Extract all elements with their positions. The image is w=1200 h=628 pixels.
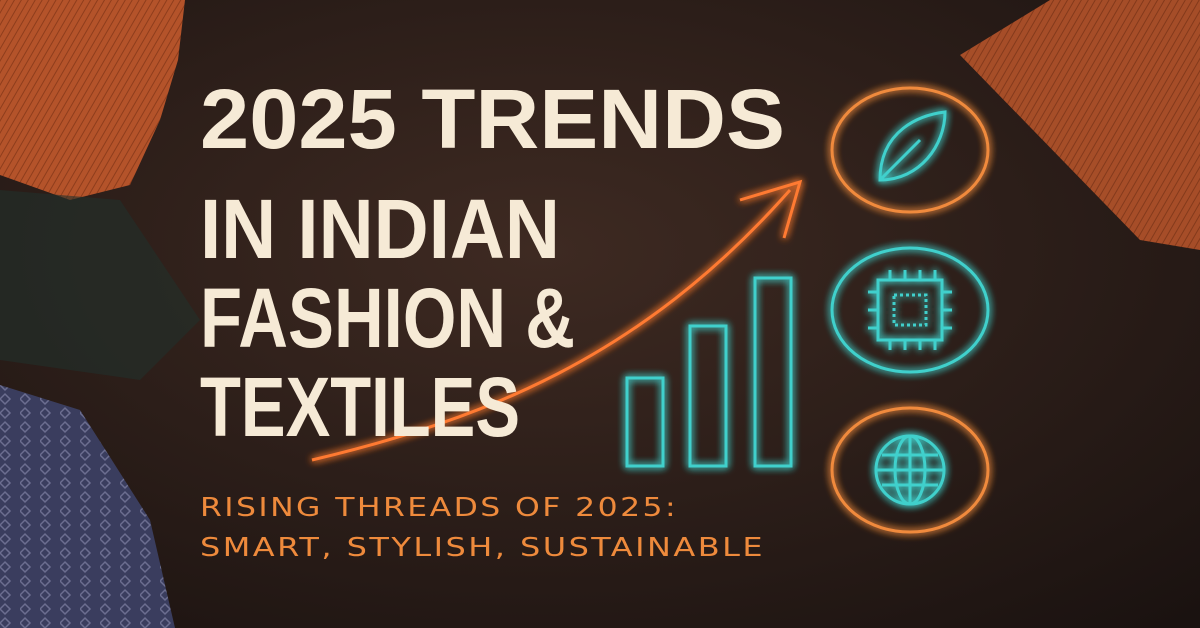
fabric-patch <box>0 0 185 200</box>
fabric-patch <box>0 190 200 380</box>
subtitle-line: RISING THREADS OF 2025: <box>200 493 678 523</box>
title-line: IN INDIAN <box>200 182 560 276</box>
subtitle-line: SMART, STYLISH, SUSTAINABLE <box>200 533 765 563</box>
subtitle: RISING THREADS OF 2025: SMART, STYLISH, … <box>200 493 765 563</box>
fabric-patch <box>0 385 175 628</box>
bar-icons <box>625 276 793 468</box>
title-line: TEXTILES <box>200 360 520 454</box>
bar-icon <box>688 324 728 468</box>
trend-arrow <box>311 179 803 462</box>
fabric-patch <box>960 0 1200 250</box>
topic-icons <box>830 86 990 534</box>
circle-icon <box>830 86 990 214</box>
bar-icon <box>753 276 793 468</box>
bar-icon <box>625 376 665 468</box>
title-line: FASHION & <box>200 271 575 365</box>
title-line: 2025 TRENDS <box>200 72 785 166</box>
circle-icon <box>830 246 990 374</box>
title: 2025 TRENDS IN INDIAN FASHION & TEXTILES <box>200 72 785 454</box>
circle-icon <box>830 406 990 534</box>
